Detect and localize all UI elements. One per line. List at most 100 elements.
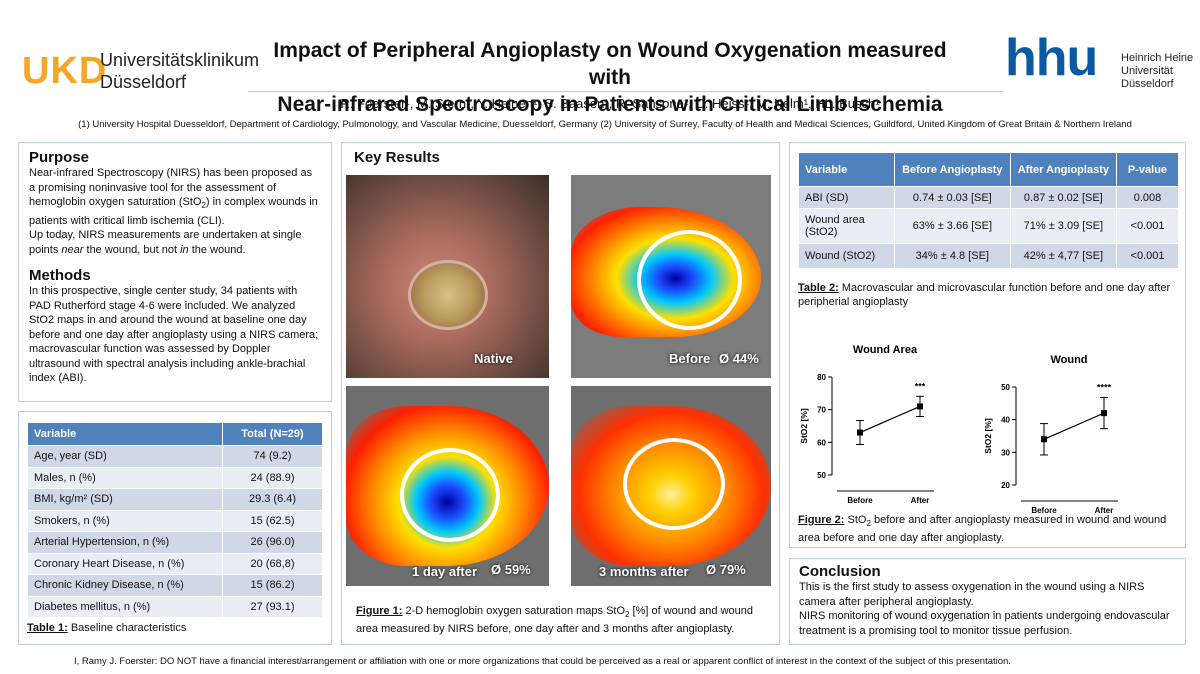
table1-cell-variable: Arterial Hypertension, n (%) bbox=[27, 531, 223, 554]
roi-circle-before bbox=[637, 230, 742, 330]
affiliations: (1) University Hospital Duesseldorf, Dep… bbox=[78, 119, 1132, 130]
roi-circle-1day bbox=[400, 448, 500, 542]
key-results-heading: Key Results bbox=[354, 149, 440, 166]
x-tick-label: Before bbox=[1031, 506, 1057, 514]
results-table-panel: Variable Before Angioplasty After Angiop… bbox=[789, 142, 1186, 548]
methods-heading: Methods bbox=[29, 267, 91, 285]
data-point bbox=[917, 403, 923, 410]
roi-circle-3months bbox=[623, 438, 725, 530]
table-row: Arterial Hypertension, n (%) 26 (96.0) bbox=[27, 531, 323, 554]
table-row: ABI (SD) 0.74 ± 0.03 [SE] 0.87 ± 0.02 [SE]… bbox=[798, 186, 1179, 209]
x-tick-label: After bbox=[1095, 506, 1114, 514]
methods-text: In this prospective, single center study… bbox=[29, 285, 319, 385]
table2-cell-before: 63% ± 3.66 [SE] bbox=[894, 208, 1011, 244]
photo-native-label: Native bbox=[474, 351, 514, 366]
purpose-methods-panel: Purpose Near-infrared Spectroscopy (NIRS… bbox=[18, 142, 332, 402]
data-point bbox=[857, 429, 863, 436]
series-line bbox=[1043, 412, 1105, 440]
y-tick-label: 70 bbox=[817, 406, 826, 415]
y-tick-label: 50 bbox=[817, 471, 826, 480]
hhu-logo: hhu Heinrich Heine Universität Düsseldor… bbox=[1005, 29, 1195, 95]
title-line1: Impact of Peripheral Angioplasty on Woun… bbox=[273, 39, 947, 89]
table2-cell-after: 42% ± 4,77 [SE] bbox=[1009, 243, 1118, 269]
title-underline bbox=[248, 91, 1003, 92]
table1-cell-total: 15 (62.5) bbox=[222, 509, 323, 532]
table2-cell-pvalue: <0.001 bbox=[1116, 208, 1179, 244]
table2-cell-before: 0.74 ± 0.03 [SE] bbox=[894, 186, 1011, 209]
table-row: Coronary Heart Disease, n (%) 20 (68,8) bbox=[27, 552, 323, 575]
table2-header-pvalue: P-value bbox=[1116, 152, 1179, 187]
table1-cell-variable: Chronic Kidney Disease, n (%) bbox=[27, 574, 223, 597]
photo-before-value: Ø 44% bbox=[719, 351, 759, 366]
table1-cell-total: 29.3 (6.4) bbox=[222, 488, 323, 511]
purpose-heading: Purpose bbox=[29, 149, 90, 166]
table2-cell-after: 0.87 ± 0.02 [SE] bbox=[1009, 186, 1118, 209]
hhu-logo-mark: hhu bbox=[1005, 29, 1098, 87]
baseline-table: Variable Total (N=29) Age, year (SD) 74 (… bbox=[27, 422, 323, 618]
y-tick-label: 30 bbox=[1001, 448, 1010, 457]
wound-shape bbox=[408, 260, 488, 330]
table1-header-variable: Variable bbox=[27, 422, 223, 446]
table2-cell-before: 34% ± 4.8 [SE] bbox=[894, 243, 1011, 269]
ukd-logo-line2: Düsseldorf bbox=[100, 72, 187, 92]
data-point bbox=[1101, 410, 1107, 417]
table2-header-before: Before Angioplasty bbox=[894, 152, 1011, 187]
photo-before: Before Ø 44% bbox=[571, 175, 771, 378]
table-row: Males, n (%) 24 (88.9) bbox=[27, 466, 323, 489]
wound-chart: Wound 20 30 40 50 StO2 [%] Before After **** bbox=[983, 354, 1118, 514]
hhu-logo-line1: Heinrich Heine bbox=[1121, 52, 1194, 64]
table1-cell-variable: Diabetes mellitus, n (%) bbox=[27, 595, 223, 618]
table-row: Chronic Kidney Disease, n (%) 15 (86.2) bbox=[27, 574, 323, 597]
x-tick-label: Before bbox=[847, 496, 873, 504]
table1-cell-variable: Age, year (SD) bbox=[27, 445, 223, 468]
series-line bbox=[859, 405, 921, 434]
table-row: Smokers, n (%) 15 (62.5) bbox=[27, 509, 323, 532]
x-tick-label: After bbox=[911, 496, 930, 504]
table-row: Wound (StO2) 34% ± 4.8 [SE] 42% ± 4,77 [SE… bbox=[798, 243, 1179, 269]
table1-cell-total: 20 (68,8) bbox=[222, 552, 323, 575]
ukd-logo: UKD Universitätsklinikum Düsseldorf bbox=[22, 48, 259, 98]
hhu-logo-line3: Düsseldorf bbox=[1121, 78, 1174, 90]
table1-cell-variable: BMI, kg/m² (SD) bbox=[27, 488, 223, 511]
table-row: BMI, kg/m² (SD) 29.3 (6.4) bbox=[27, 488, 323, 511]
wound-area-chart: Wound Area 50 60 70 80 StO2 [%] Before After *** bbox=[799, 344, 934, 504]
table1-cell-total: 24 (88.9) bbox=[222, 466, 323, 489]
table2-cell-variable: ABI (SD) bbox=[798, 186, 895, 209]
photo-3months-label: 3 months after bbox=[599, 564, 689, 579]
table2-cell-variable: Wound area (StO2) bbox=[798, 208, 895, 244]
table2-header-variable: Variable bbox=[798, 152, 895, 187]
chart-title: Wound Area bbox=[853, 344, 918, 356]
table2-header-after: After Angioplasty bbox=[1009, 152, 1118, 187]
disclosure: I, Ramy J. Foerster: DO NOT have a finan… bbox=[74, 656, 1011, 667]
table1-cell-total: 27 (93.1) bbox=[222, 595, 323, 618]
photo-1day-value: Ø 59% bbox=[491, 562, 531, 577]
ukd-logo-mark: UKD bbox=[22, 50, 108, 92]
hhu-logo-line2: Universität bbox=[1121, 65, 1173, 77]
photo-3months: 3 months after Ø 79% bbox=[571, 386, 771, 586]
table2-cell-variable: Wound (StO2) bbox=[798, 243, 895, 269]
purpose-text: Near-infrared Spectroscopy (NIRS) has be… bbox=[29, 167, 318, 256]
conclusion-p2: NIRS monitoring of wound oxygenation in … bbox=[799, 610, 1170, 637]
table1-cell-total: 15 (86.2) bbox=[222, 574, 323, 597]
y-tick-label: 80 bbox=[817, 373, 826, 382]
table2-cell-pvalue: 0.008 bbox=[1116, 186, 1179, 209]
table2-cell-after: 71% ± 3.09 [SE] bbox=[1009, 208, 1118, 244]
poster-title: Impact of Peripheral Angioplasty on Woun… bbox=[250, 37, 970, 118]
y-axis-label: StO2 [%] bbox=[799, 408, 809, 444]
data-point bbox=[1041, 436, 1047, 443]
ukd-logo-line1: Universitätsklinikum bbox=[100, 50, 260, 70]
table-row: Diabetes mellitus, n (%) 27 (93.1) bbox=[27, 595, 323, 618]
y-tick-label: 50 bbox=[1001, 383, 1010, 392]
table2-cell-pvalue: <0.001 bbox=[1116, 243, 1179, 269]
authors: R. Foerster¹, M. Stern¹, Y. Heinen¹, S. … bbox=[340, 96, 880, 111]
conclusion-panel: Conclusion This is the first study to as… bbox=[789, 558, 1186, 645]
y-tick-label: 60 bbox=[817, 438, 826, 447]
table1-cell-total: 74 (9.2) bbox=[222, 445, 323, 468]
photo-1day: 1 day after Ø 59% bbox=[346, 386, 549, 586]
photo-before-label: Before bbox=[669, 351, 711, 366]
conclusion-heading: Conclusion bbox=[799, 563, 881, 580]
table1-cell-total: 26 (96.0) bbox=[222, 531, 323, 554]
figure2-caption: Figure 2: StO2 before and after angiopla… bbox=[798, 514, 1167, 545]
y-tick-label: 20 bbox=[1001, 481, 1010, 490]
table1-caption: Table 1: Baseline characteristics bbox=[27, 622, 187, 634]
